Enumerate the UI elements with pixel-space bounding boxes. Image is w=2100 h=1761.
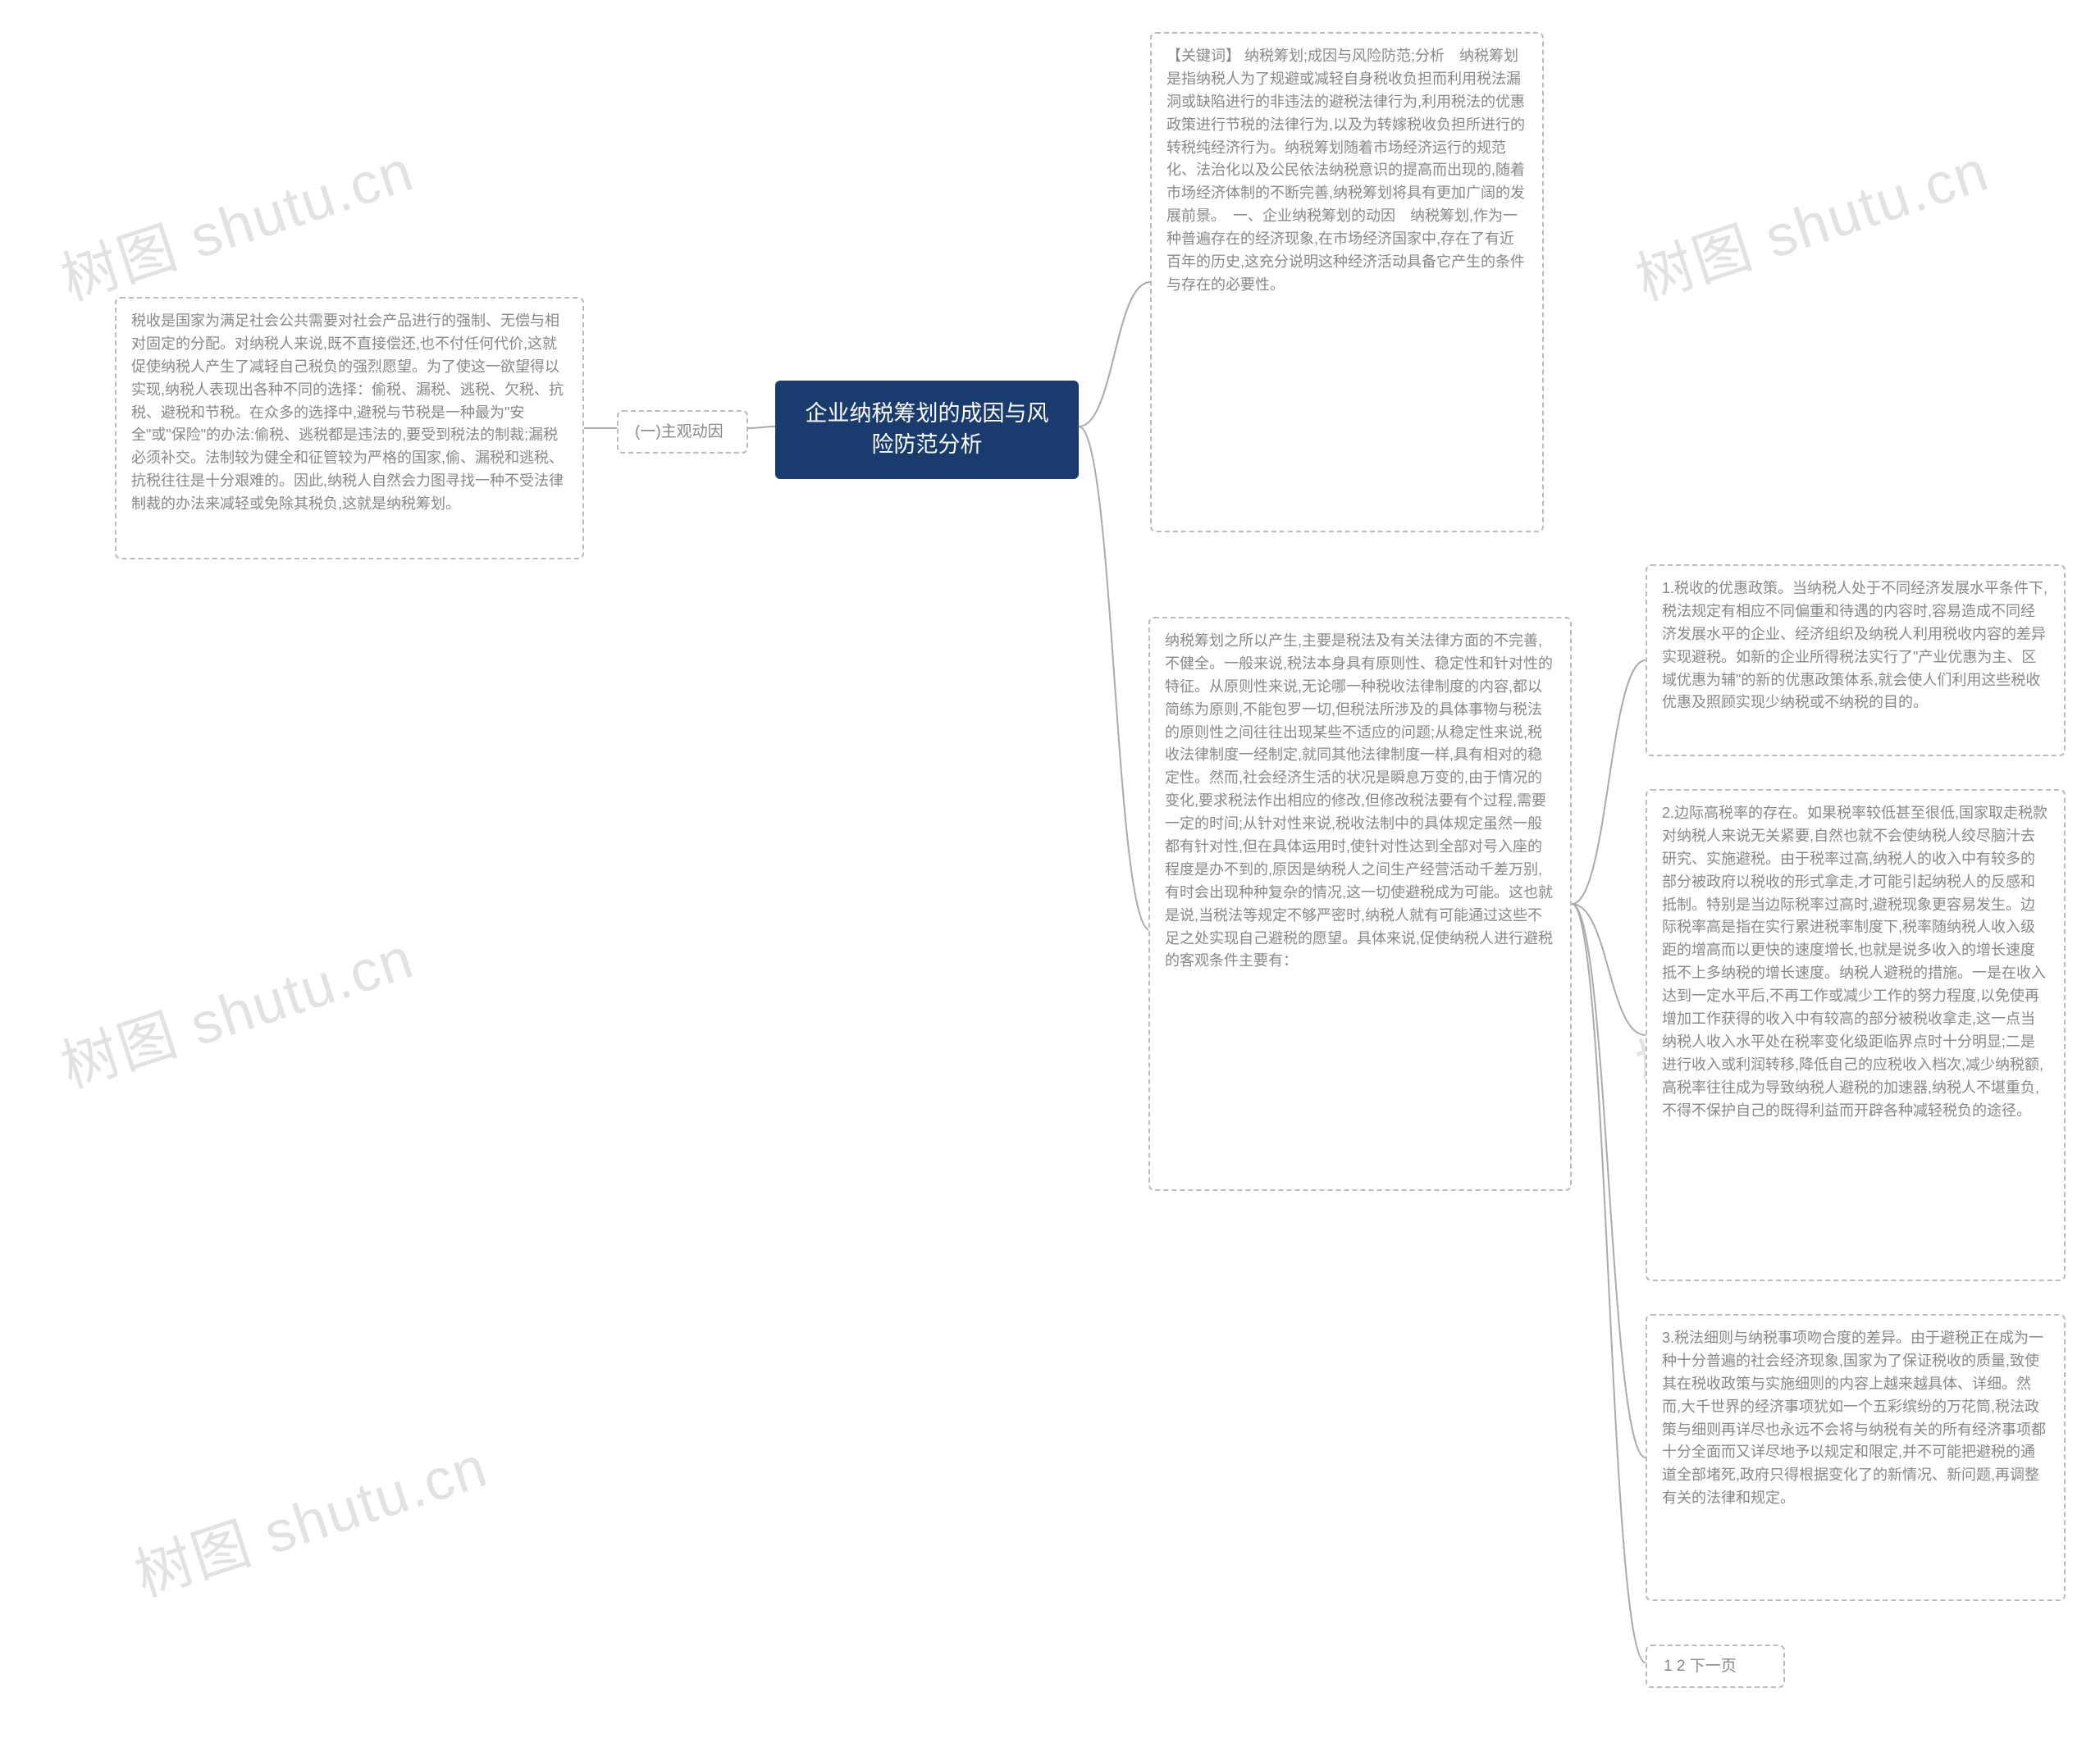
pager-text: 1 2 下一页	[1664, 1658, 1737, 1675]
watermark: 树图 shutu.cn	[49, 912, 422, 1104]
intro-text: 【关键词】 纳税筹划;成因与风险防范;分析 纳税筹划是指纳税人为了规避或减轻自身…	[1166, 48, 1525, 293]
root-text: 企业纳税筹划的成因与风险防范分析	[806, 401, 1049, 457]
branch-subjective-label: (一)主观动因	[617, 410, 748, 454]
objective-point-2: 2.边际高税率的存在。如果税率较低甚至很低,国家取走税款对纳税人来说无关紧要,自…	[1646, 789, 2066, 1281]
branch-objective-detail: 纳税筹划之所以产生,主要是税法及有关法律方面的不完善,不健全。一般来说,税法本身…	[1148, 617, 1572, 1191]
branch-subjective-detail: 税收是国家为满足社会公共需要对社会产品进行的强制、无偿与相对固定的分配。对纳税人…	[115, 297, 584, 559]
intro-node: 【关键词】 纳税筹划;成因与风险防范;分析 纳税筹划是指纳税人为了规避或减轻自身…	[1150, 32, 1544, 532]
root-node: 企业纳税筹划的成因与风险防范分析	[775, 381, 1079, 479]
subj-detail-text: 税收是国家为满足社会公共需要对社会产品进行的强制、无偿与相对固定的分配。对纳税人…	[131, 313, 564, 512]
watermark: 树图 shutu.cn	[1624, 125, 1997, 317]
obj-point-1-text: 1.税收的优惠政策。当纳税人处于不同经济发展水平条件下,税法规定有相应不同偏重和…	[1662, 580, 2048, 710]
objective-point-3: 3.税法细则与纳税事项吻合度的差异。由于避税正在成为一种十分普遍的社会经济现象,…	[1646, 1314, 2066, 1601]
obj-detail-text: 纳税筹划之所以产生,主要是税法及有关法律方面的不完善,不健全。一般来说,税法本身…	[1165, 632, 1553, 969]
watermark: 树图 shutu.cn	[49, 125, 422, 317]
subj-label-text: (一)主观动因	[635, 423, 724, 440]
obj-point-2-text: 2.边际高税率的存在。如果税率较低甚至很低,国家取走税款对纳税人来说无关紧要,自…	[1662, 805, 2048, 1119]
pager[interactable]: 1 2 下一页	[1646, 1645, 1785, 1688]
obj-point-3-text: 3.税法细则与纳税事项吻合度的差异。由于避税正在成为一种十分普遍的社会经济现象,…	[1662, 1330, 2046, 1506]
objective-point-1: 1.税收的优惠政策。当纳税人处于不同经济发展水平条件下,税法规定有相应不同偏重和…	[1646, 564, 2066, 756]
watermark: 树图 shutu.cn	[123, 1421, 496, 1613]
